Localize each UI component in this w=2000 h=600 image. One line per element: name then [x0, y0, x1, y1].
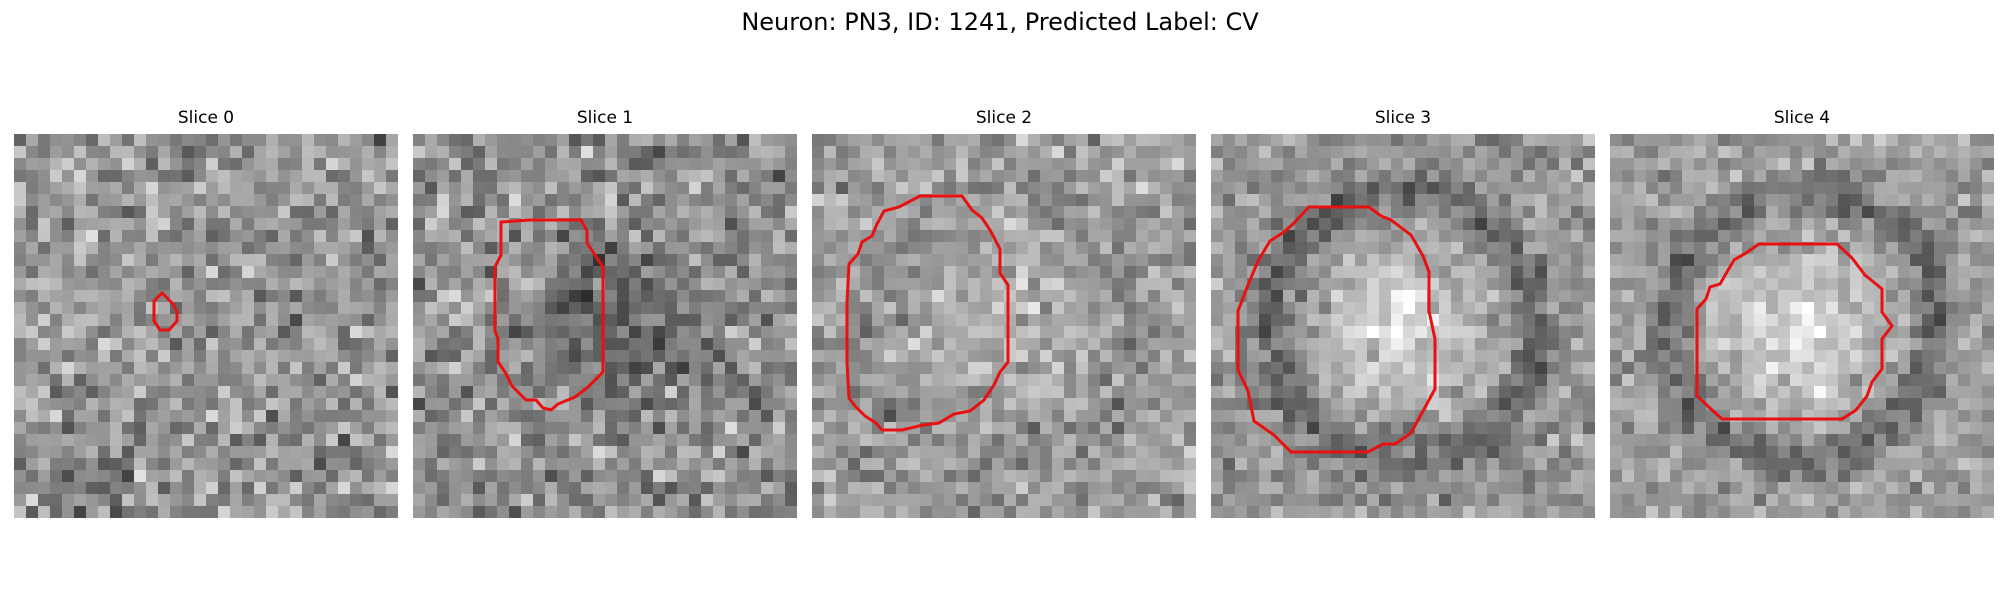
slice-title-0: Slice 0	[177, 108, 235, 128]
slice-image-3	[1211, 134, 1595, 518]
pixel-grid	[14, 134, 398, 518]
pixel-grid	[812, 134, 1196, 518]
segmentation-contour	[1236, 205, 1437, 454]
slice-title-1: Slice 1	[576, 108, 634, 128]
segmentation-contour	[845, 194, 1010, 432]
slice-title-4: Slice 4	[1773, 108, 1831, 128]
slice-panel-2: Slice 2	[812, 108, 1196, 518]
segmentation-contour	[493, 218, 605, 412]
slice-image-4	[1610, 134, 1994, 518]
slice-title-2: Slice 2	[975, 108, 1033, 128]
slice-image-0	[14, 134, 398, 518]
segmentation-contour	[1695, 242, 1894, 421]
slice-panel-4: Slice 4	[1610, 108, 1994, 518]
segmentation-contour	[152, 290, 179, 332]
slice-panel-1: Slice 1	[413, 108, 797, 518]
slice-title-3: Slice 3	[1374, 108, 1432, 128]
pixel-grid	[413, 134, 797, 518]
pixel-grid	[1610, 134, 1994, 518]
slice-image-2	[812, 134, 1196, 518]
slice-panel-3: Slice 3	[1211, 108, 1595, 518]
slice-image-1	[413, 134, 797, 518]
figure-title: Neuron: PN3, ID: 1241, Predicted Label: …	[741, 8, 1259, 36]
pixel-grid	[1211, 134, 1595, 518]
slice-panel-0: Slice 0	[14, 108, 398, 518]
